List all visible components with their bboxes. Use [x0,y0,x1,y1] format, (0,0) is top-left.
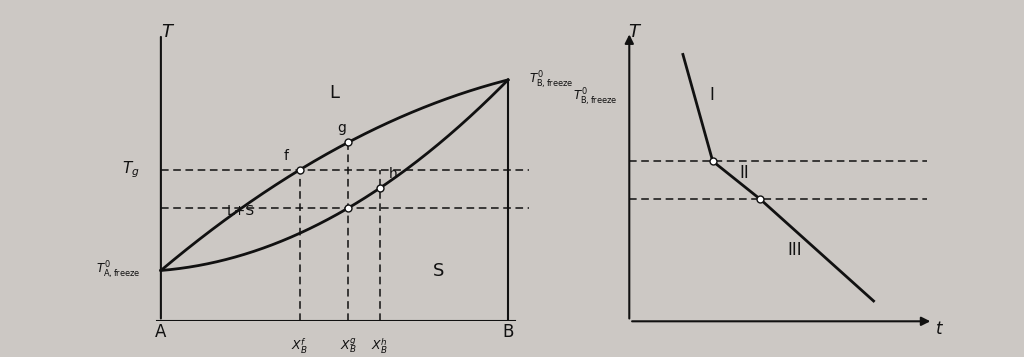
Text: $X^f_B$: $X^f_B$ [292,337,308,356]
Text: h: h [389,167,398,181]
Text: $T_g$: $T_g$ [123,160,140,180]
Text: L: L [330,84,339,102]
Text: I: I [710,86,715,104]
Text: $T^0_{\mathrm{B,freeze}}$: $T^0_{\mathrm{B,freeze}}$ [573,87,617,109]
Text: g: g [337,121,346,135]
Text: f: f [284,149,289,163]
Text: S: S [433,262,444,280]
Text: L+S: L+S [226,203,255,217]
Text: II: II [739,164,750,182]
Text: $T^0_{\mathrm{A,freeze}}$: $T^0_{\mathrm{A,freeze}}$ [95,260,140,281]
Text: $X^g_B$: $X^g_B$ [340,337,357,356]
Text: B: B [503,322,514,341]
Text: $T$: $T$ [628,22,642,41]
Text: A: A [156,322,167,341]
Text: $X^h_B$: $X^h_B$ [371,337,388,356]
Text: $t$: $t$ [935,320,944,338]
Text: $T^0_{\mathrm{B,freeze}}$: $T^0_{\mathrm{B,freeze}}$ [528,69,573,91]
Text: III: III [787,241,802,259]
Text: $T$: $T$ [161,22,175,41]
